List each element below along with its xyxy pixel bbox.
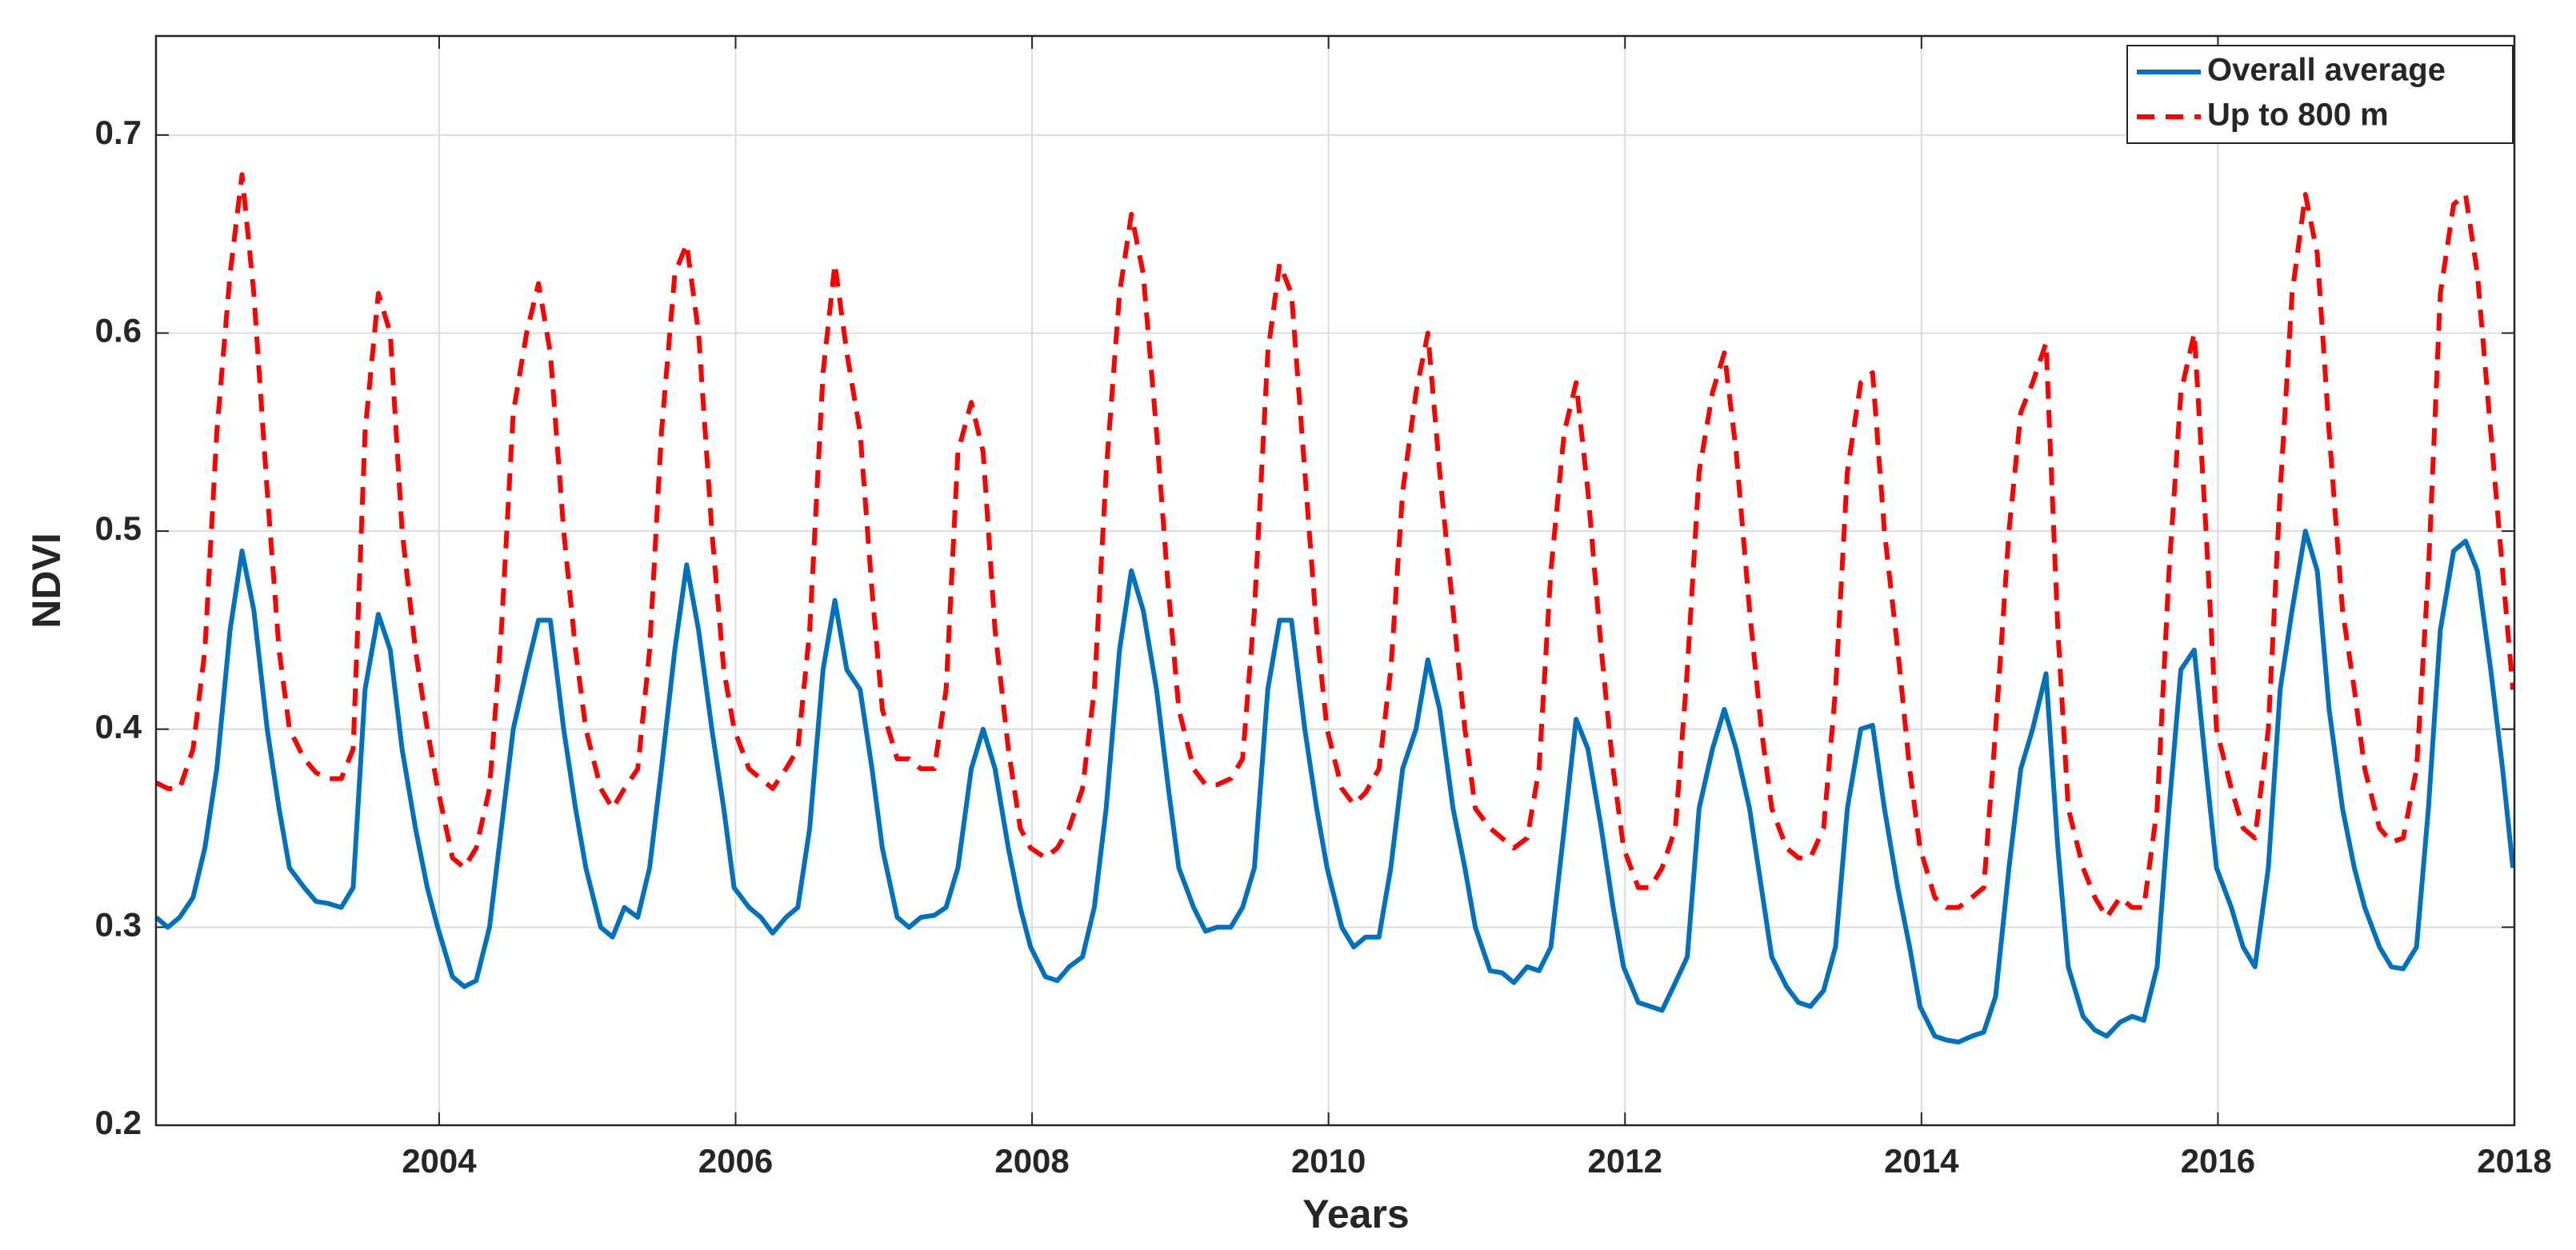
- data-line: [154, 172, 2516, 920]
- x-tick-label: 2012: [1588, 1142, 1662, 1180]
- legend-label: Overall average: [2207, 53, 2446, 88]
- plot-area: [156, 36, 2514, 1125]
- axes-frame: [154, 34, 2516, 1127]
- x-tick-label: 2008: [994, 1142, 1069, 1180]
- legend-box: [2126, 45, 2514, 144]
- y-axis-label: NDVI: [24, 533, 69, 628]
- x-tick-label: 2010: [1291, 1142, 1366, 1180]
- x-tick-label: 2006: [698, 1142, 773, 1180]
- y-tick-label: 0.3: [95, 905, 142, 943]
- x-tick-label: 2004: [402, 1142, 477, 1180]
- y-tick-label: 0.6: [95, 312, 142, 349]
- y-tick-label: 0.5: [95, 509, 142, 547]
- x-tick-label: 2016: [2181, 1142, 2255, 1180]
- data-line: [154, 529, 2516, 1044]
- x-tick-label: 2014: [1884, 1142, 1959, 1180]
- legend-label: Up to 800 m: [2207, 98, 2389, 133]
- x-axis-label: Years: [1302, 1192, 1409, 1236]
- y-tick-label: 0.2: [95, 1104, 142, 1141]
- y-tick-label: 0.4: [95, 708, 142, 745]
- x-tick-label: 2018: [2477, 1142, 2551, 1180]
- y-tick-label: 0.7: [95, 114, 142, 151]
